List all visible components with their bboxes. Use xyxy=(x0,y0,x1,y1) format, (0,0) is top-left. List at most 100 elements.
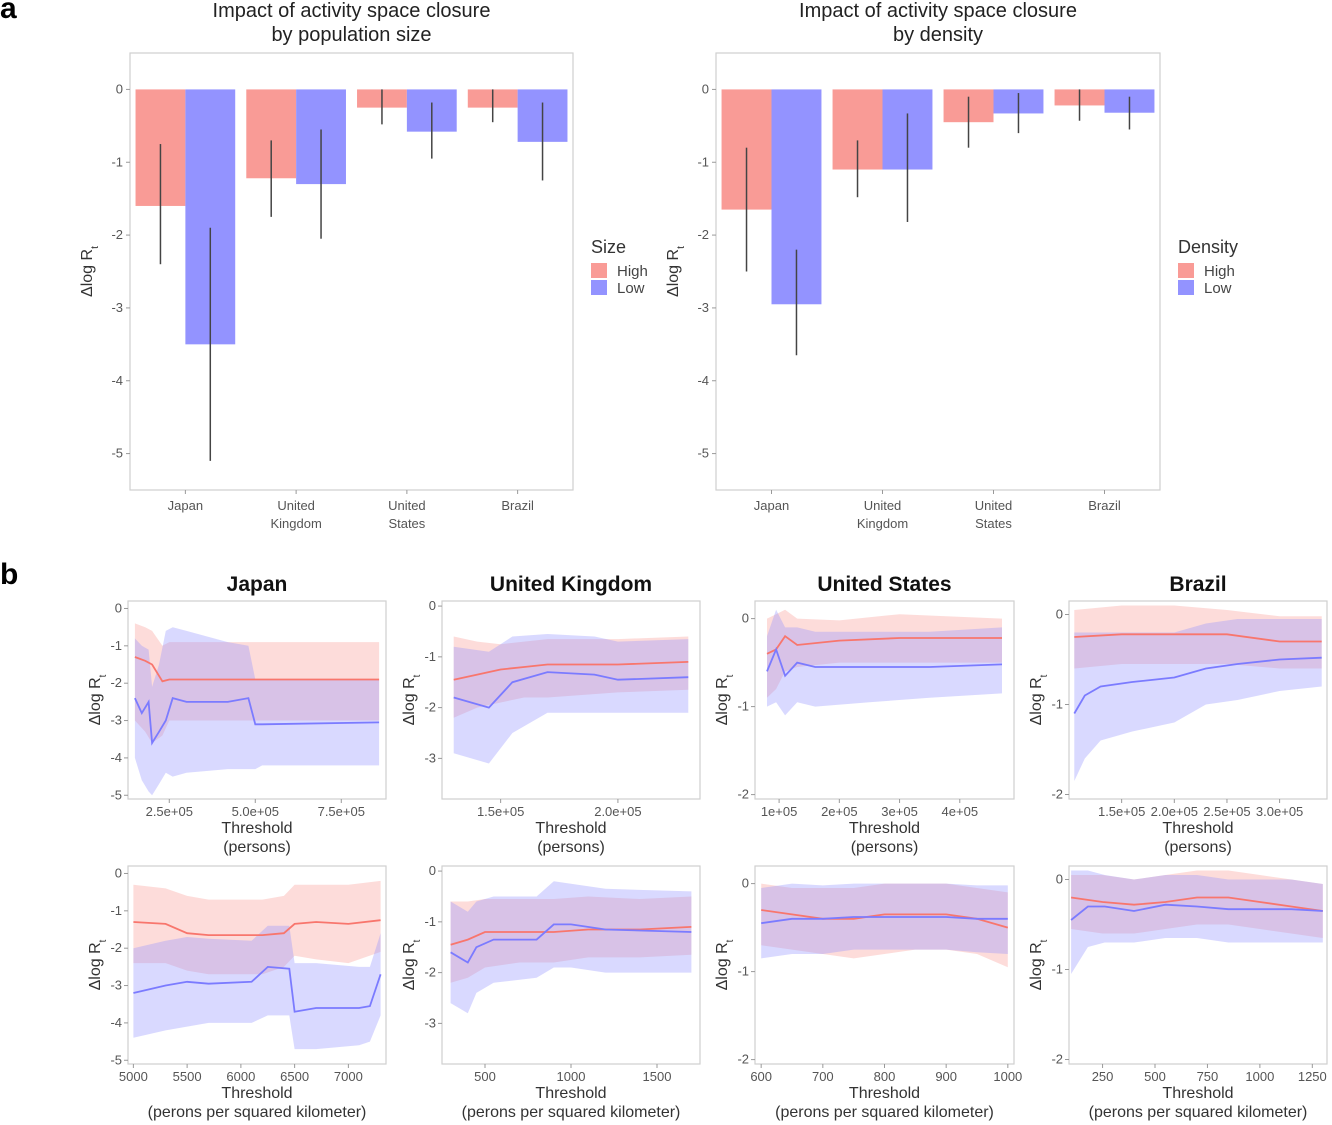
series-line-low xyxy=(450,923,692,964)
svg-text:Δlog Rt: Δlog Rt xyxy=(1028,674,1050,725)
y-tick-label: 0 xyxy=(1056,607,1063,622)
x-tick-label: 3e+05 xyxy=(881,804,918,819)
ci-band-low xyxy=(134,627,380,796)
plot-frame xyxy=(441,600,701,800)
legend-title: Size xyxy=(591,237,626,257)
y-tick-label: -3 xyxy=(110,978,122,993)
y-tick-label: 0 xyxy=(742,611,749,626)
x-tick-label: 5.0e+05 xyxy=(232,804,279,819)
svg-text:Δlog Rt: Δlog Rt xyxy=(87,939,109,990)
chart-title: United States xyxy=(817,573,951,596)
y-tick-label: -2 xyxy=(1051,1052,1063,1067)
y-tick-label: 0 xyxy=(115,600,122,615)
x-tick-label: 2.5e+05 xyxy=(1203,804,1250,819)
series-line-low xyxy=(133,965,382,1013)
chart-title: Impact of activity space closure by popul… xyxy=(213,0,491,46)
y-tick-label: -1 xyxy=(424,649,436,664)
panel-letter-a: a xyxy=(0,0,17,25)
y-axis-label: Δlog Rt xyxy=(665,246,687,297)
x-tick-label: 2.5e+05 xyxy=(146,804,193,819)
y-tick-label: -1 xyxy=(1051,962,1063,977)
x-tick-label: 250 xyxy=(1092,1069,1114,1084)
y-tick-label: -2 xyxy=(697,227,709,242)
charts-layer: 0 -1 -2 -3 -4 -5 Japan United Kingdom United State… xyxy=(79,0,1328,1121)
x-axis-label: Threshold (perons per squared kilometer) xyxy=(1089,1085,1308,1121)
x-tick-label: Brazil xyxy=(501,498,534,513)
plot-frame xyxy=(127,600,387,800)
line-chart-6: 0 -1 -2 -3 -4 -5 5000 5500 6000 6500 7000Threshold… xyxy=(87,865,387,1121)
y-tick-label: -1 xyxy=(110,903,122,918)
y-tick-label: -3 xyxy=(424,750,436,765)
legend-title: Density xyxy=(1178,237,1238,257)
series-line-high xyxy=(134,656,380,683)
svg-text:Δlog Rt: Δlog Rt xyxy=(665,246,687,297)
ci-band-high xyxy=(761,883,1008,968)
y-tick-label: 0 xyxy=(115,865,122,880)
ci-band-high xyxy=(453,636,689,718)
legend-swatch xyxy=(591,280,607,295)
y-axis-label: Δlog Rt xyxy=(1028,939,1050,990)
series-line-high xyxy=(133,919,381,936)
series-line-low xyxy=(453,671,689,709)
y-axis-label: Δlog Rt xyxy=(87,939,109,990)
y-tick-label: -1 xyxy=(1051,697,1063,712)
x-tick-label: 2e+05 xyxy=(821,804,858,819)
x-tick-label: 500 xyxy=(1144,1069,1166,1084)
ci-band-high xyxy=(1074,605,1322,669)
line-chart-2: 0 -1 -2 -3 -4 -5 2.5e+05 5.0e+05 7.5e+05 Threshol… xyxy=(87,573,387,856)
plot-frame xyxy=(129,52,574,491)
plot-frame xyxy=(754,600,1015,800)
ci-band-low xyxy=(1071,870,1323,974)
legend-swatch xyxy=(1178,263,1194,278)
ci-band-low xyxy=(133,925,381,1050)
y-axis-label: Δlog Rt xyxy=(401,939,423,990)
ci-band-high xyxy=(133,880,381,975)
y-tick-label: 0 xyxy=(429,598,436,613)
series-line-high xyxy=(1070,896,1323,912)
legend-swatch xyxy=(591,263,607,278)
y-tick-label: -2 xyxy=(1051,787,1063,802)
legend-label: Low xyxy=(1204,280,1232,297)
x-tick-label: 3.0e+05 xyxy=(1256,804,1303,819)
series-line-low xyxy=(134,697,380,746)
bar-chart-1: 0 -1 -2 -3 -4 -5 Japan United Kingdom United State… xyxy=(665,0,1238,531)
x-tick-label: 4e+05 xyxy=(942,804,979,819)
svg-text:Δlog Rt: Δlog Rt xyxy=(79,246,101,297)
y-tick-label: -3 xyxy=(111,300,123,315)
y-axis-label: Δlog Rt xyxy=(1028,674,1050,725)
y-tick-label: -5 xyxy=(110,1052,122,1067)
y-tick-label: -1 xyxy=(737,699,749,714)
x-axis-label: Threshold (perons per squared kilometer) xyxy=(148,1085,367,1121)
ci-band-high xyxy=(134,623,380,743)
x-tick-label: 700 xyxy=(812,1069,834,1084)
y-tick-label: -3 xyxy=(110,713,122,728)
line-chart-5: 0 -1 -2 1.5e+05 2.0e+05 2.5e+05 3.0e+05 Thresho… xyxy=(1028,573,1328,856)
x-tick-label: 7000 xyxy=(334,1069,363,1084)
y-tick-label: 0 xyxy=(702,81,709,96)
series-line-low xyxy=(1070,903,1323,921)
y-tick-label: -2 xyxy=(424,700,436,715)
legend-label: High xyxy=(617,263,648,280)
y-tick-label: -2 xyxy=(110,940,122,955)
plot-frame xyxy=(127,865,387,1065)
series-line-low xyxy=(1073,656,1322,714)
legend-swatch xyxy=(1178,280,1194,295)
x-tick-label: 2.0e+05 xyxy=(594,804,641,819)
x-tick-label: United States xyxy=(975,498,1013,531)
y-axis-label: Δlog Rt xyxy=(87,674,109,725)
line-chart-4: 0 -1 -2 1e+05 2e+05 3e+05 4e+05 Threshold (perso… xyxy=(714,573,1015,856)
legend-label: High xyxy=(1204,263,1235,280)
series-line-low xyxy=(761,916,1008,925)
y-tick-label: -2 xyxy=(424,965,436,980)
ci-band-high xyxy=(450,896,692,983)
y-tick-label: -3 xyxy=(697,300,709,315)
svg-text:Δlog Rt: Δlog Rt xyxy=(714,674,736,725)
series-line-high xyxy=(1074,633,1322,643)
y-tick-label: -1 xyxy=(111,154,123,169)
x-tick-label: 1250 xyxy=(1298,1069,1327,1084)
x-tick-label: 6000 xyxy=(226,1069,255,1084)
series-line-high xyxy=(453,661,689,681)
